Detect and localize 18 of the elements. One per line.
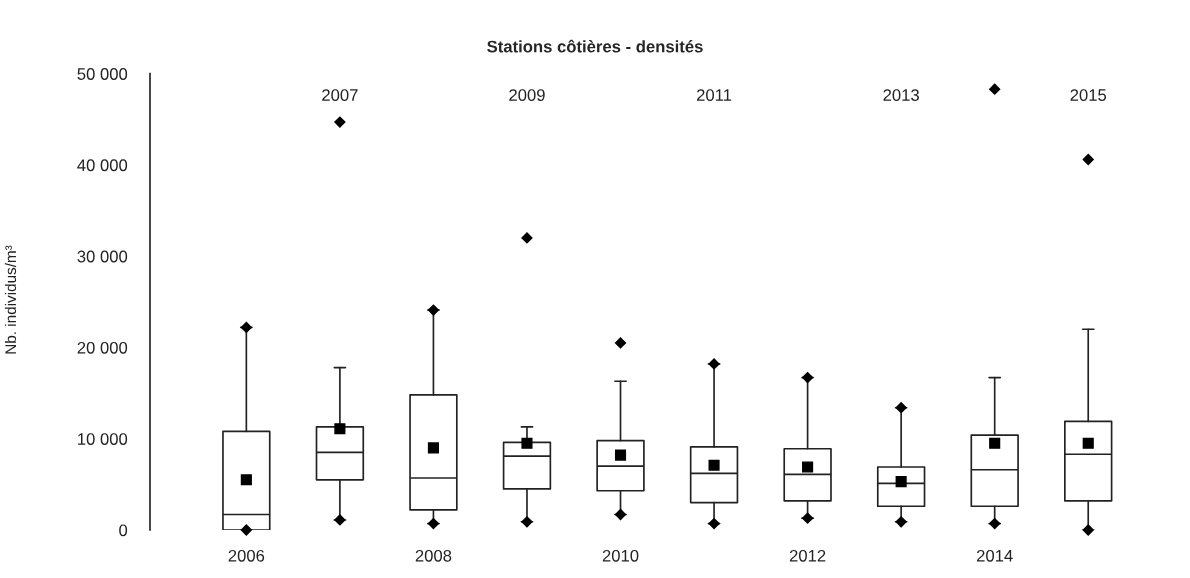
y-axis-title: Nb. individus/m³: [4, 245, 17, 354]
x-tick-label: 2008: [415, 549, 452, 562]
x-tick-label: 2015: [1070, 89, 1107, 101]
y-tick-label: 40 000: [77, 159, 128, 172]
x-tick-label: 2010: [602, 549, 639, 562]
y-tick-label: 20 000: [77, 341, 128, 354]
y-tick-label: 10 000: [78, 433, 128, 445]
y-tick-label: 30 000: [77, 250, 128, 263]
x-tick-label: 2009: [509, 89, 545, 101]
x-tick-label: 2012: [789, 549, 826, 562]
x-tick-label: 2011: [696, 89, 732, 101]
x-tick-label: 2007: [322, 89, 358, 101]
x-tick-label: 2006: [228, 549, 265, 562]
y-tick-label: 0: [119, 524, 128, 537]
chart-title: Stations côtières - densités: [487, 39, 703, 53]
y-tick-label: 50 000: [77, 68, 128, 80]
x-tick-label: 2014: [976, 549, 1013, 562]
x-tick-label: 2013: [883, 89, 919, 101]
